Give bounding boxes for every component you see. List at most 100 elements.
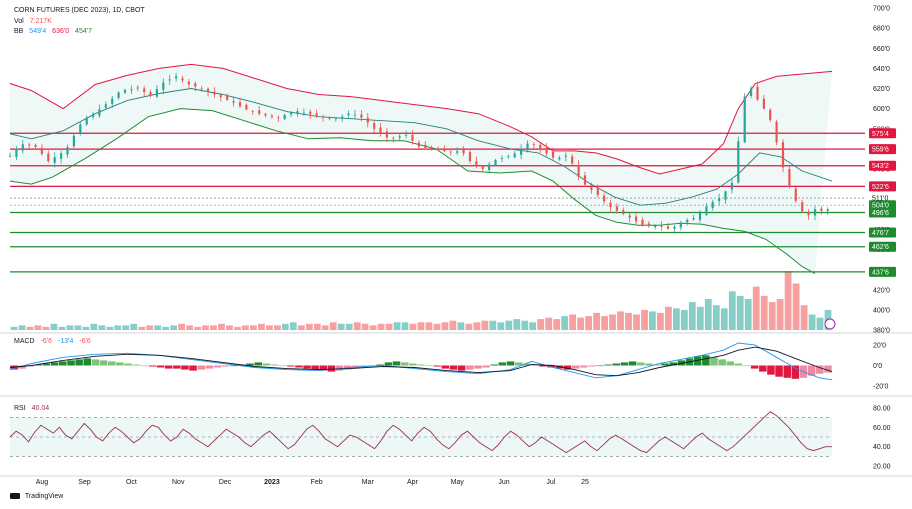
macd-histogram-bar [775,365,783,377]
price-level-label: 575'4 [872,131,889,138]
candle-body [130,89,133,91]
legend-title-row: CORN FUTURES (DEC 2023), 1D, CBOT [14,7,149,14]
volume-bar [712,305,720,330]
legend-macd-row: MACD -6'6 -13'4 -6'6 [14,338,95,345]
macd-histogram-bar [246,363,254,366]
macd-histogram-bar [164,365,173,369]
price-level-label: 437'6 [872,269,889,276]
candle-body [807,211,810,216]
volume-bar [601,316,608,331]
tradingview-logo-icon [10,493,20,500]
candle-body [302,112,305,114]
candle-body [737,141,740,183]
rsi-axis-tick-label: 40.00 [873,444,891,451]
volume-bar [369,325,377,330]
volume-bar [465,323,473,330]
price-axis-tick-label: 680'0 [873,26,890,33]
macd-histogram-bar [205,365,214,369]
candle-body [583,175,587,185]
macd-histogram-bar [612,363,621,366]
candle-body [462,149,465,154]
candle-body [219,94,222,98]
x-axis-tick-label: Mar [362,479,375,486]
macd-value-3: -6'6 [79,338,91,345]
volume-bar [289,322,297,331]
macd-histogram-bar [734,363,743,366]
macd-histogram-bar [523,363,531,366]
macd-histogram-bar [221,365,230,367]
candle-body [290,112,293,115]
footer-brand-label: TradingView [24,493,64,500]
volume-bar [657,312,664,330]
bb-upper-value: 636'0 [52,28,70,35]
candle-body [635,216,638,222]
bb-band-fill [10,64,832,274]
candle-body [405,134,408,136]
macd-histogram-bar [474,365,482,369]
macd-histogram-bar [596,365,604,367]
price-level-label-box [869,128,896,139]
candle-body [123,90,127,93]
candle-body [155,89,158,97]
volume-bar [649,311,656,330]
macd-histogram-bar [449,365,458,370]
macd-histogram-bar [91,359,100,366]
macd-histogram-bar [278,365,287,367]
candle-body [500,158,503,159]
macd-histogram-bar [661,363,669,366]
price-level-label: 511'0 [872,196,888,203]
candle-body [181,78,184,81]
macd-histogram-bar [156,365,165,368]
candle-body [162,82,165,90]
candle-body [430,147,433,149]
macd-histogram-bar [441,365,450,369]
candle-body [424,144,427,148]
bb-lower-line [9,108,816,275]
candle-body [654,225,657,227]
volume-bar [760,295,768,330]
volume-bar [130,323,138,330]
candle-body [705,206,708,215]
candle-body [8,155,12,157]
volume-bar [170,325,177,330]
volume-bar [361,323,369,330]
candle-body [28,144,31,146]
candle-body [801,202,804,212]
volume-bar [792,283,800,330]
x-axis-tick-label: Jul [546,479,555,486]
candle-body [756,86,759,100]
macd-histogram-bar [148,365,157,367]
candle-body [245,104,248,110]
macd-histogram-bar [99,360,108,366]
footer-brand[interactable]: TradingView [10,493,63,500]
macd-histogram-bar [702,355,710,366]
x-axis-tick-label: Oct [126,479,137,486]
volume-bar [688,302,696,330]
candle-body [711,201,714,209]
candle-body [251,111,254,112]
candle-body [168,79,171,81]
volume-bar [641,309,648,331]
volume-bar [353,322,361,331]
macd-histogram-bar [482,365,490,368]
price-level-label-box [869,241,896,252]
candle-body [590,184,593,190]
candle-body [647,223,650,226]
macd-histogram-bar [335,365,344,371]
volume-bar [401,322,409,331]
macd-histogram-bar [181,365,189,370]
price-level-label-box [869,207,896,218]
candle-body [769,109,772,120]
macd-histogram-bar [604,364,612,366]
price-axis-tick-label: 600'0 [873,106,890,113]
volume-bar [90,323,98,330]
volume-bar [744,299,752,330]
volume-bar [281,323,289,330]
candle-body [341,116,344,119]
x-axis-tick-label: Feb [311,479,323,486]
candle-body [40,147,43,154]
volume-bar [577,317,584,330]
price-level-label: 504'0 [872,203,889,210]
candle-body [104,104,107,108]
candle-body [475,161,478,165]
